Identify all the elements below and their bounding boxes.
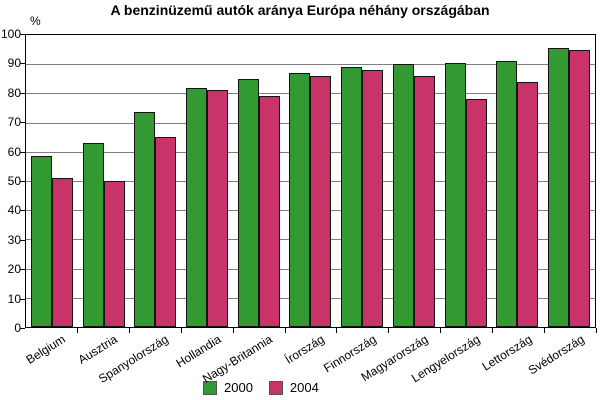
- bar-2004: [51, 178, 73, 327]
- bar-2000: [444, 62, 466, 327]
- y-axis-tick: [20, 122, 25, 123]
- bar-2004: [413, 75, 435, 327]
- bar-2000: [392, 64, 414, 327]
- x-category-label: Ausztria: [75, 332, 120, 367]
- legend-swatch-2004: [268, 380, 283, 395]
- y-tick-label: 40: [7, 203, 21, 217]
- x-axis-tick: [285, 328, 286, 333]
- category-group: [26, 35, 78, 327]
- y-axis-tick: [20, 63, 25, 64]
- bar-2000: [186, 87, 208, 327]
- category-group: [181, 35, 233, 327]
- y-tick-label: 0: [14, 321, 21, 335]
- y-axis-unit-label: %: [30, 14, 41, 28]
- y-tick-label: 30: [7, 233, 21, 247]
- legend: 2000 2004: [203, 380, 319, 395]
- y-axis-tick: [20, 152, 25, 153]
- category-group: [285, 35, 337, 327]
- category-group: [543, 35, 595, 327]
- x-category-label: Írország: [282, 332, 327, 367]
- y-axis-tick: [20, 34, 25, 35]
- bar-2004: [310, 75, 332, 327]
- category-group: [129, 35, 181, 327]
- x-axis-tick: [233, 328, 234, 333]
- x-axis-tick: [440, 328, 441, 333]
- bar-2000: [548, 48, 570, 327]
- category-group: [388, 35, 440, 327]
- bar-2004: [517, 81, 539, 327]
- bar-2000: [341, 67, 363, 327]
- y-axis-tick: [20, 210, 25, 211]
- x-axis-tick: [544, 328, 545, 333]
- y-axis-tick: [20, 299, 25, 300]
- x-axis-tick: [388, 328, 389, 333]
- y-tick-label: 60: [7, 145, 21, 159]
- y-axis-tick: [20, 240, 25, 241]
- bar-2004: [465, 99, 487, 327]
- y-axis-tick: [20, 93, 25, 94]
- plot-area: [25, 34, 596, 328]
- bar-2004: [362, 70, 384, 327]
- chart-title: A benzinüzemű autók aránya Európa néhány…: [110, 2, 490, 18]
- y-axis-tick: [20, 328, 25, 329]
- x-axis-tick: [181, 328, 182, 333]
- y-tick-label: 100: [0, 27, 21, 41]
- bar-2004: [155, 137, 177, 327]
- y-tick-label: 90: [7, 56, 21, 70]
- y-tick-label: 50: [7, 174, 21, 188]
- category-group: [440, 35, 492, 327]
- x-axis-tick: [77, 328, 78, 333]
- bar-2004: [258, 96, 280, 327]
- bar-2000: [237, 78, 259, 327]
- category-group: [336, 35, 388, 327]
- legend-swatch-2000: [203, 380, 217, 395]
- legend-label-2004: 2004: [289, 380, 319, 395]
- legend-entry-2004: 2004: [268, 380, 319, 395]
- bar-2004: [207, 90, 229, 327]
- x-axis-tick: [492, 328, 493, 333]
- bar-2000: [82, 143, 104, 327]
- bar-2004: [569, 49, 591, 327]
- x-category-label: Belgium: [23, 332, 68, 367]
- bar-2000: [134, 112, 156, 327]
- category-group: [78, 35, 130, 327]
- legend-label-2000: 2000: [224, 380, 253, 395]
- bar-2000: [496, 61, 518, 327]
- y-tick-label: 70: [7, 115, 21, 129]
- x-axis-tick: [596, 328, 597, 333]
- legend-entry-2000: 2000: [203, 380, 269, 395]
- bar-2000: [30, 156, 52, 327]
- y-axis-tick: [20, 181, 25, 182]
- y-tick-label: 10: [7, 292, 21, 306]
- x-category-label: Svédország: [525, 332, 587, 378]
- gridline: [26, 64, 595, 65]
- bar-2004: [103, 181, 125, 327]
- x-axis-tick: [336, 328, 337, 333]
- category-group: [233, 35, 285, 327]
- y-tick-label: 20: [7, 262, 21, 276]
- category-group: [492, 35, 544, 327]
- x-axis-tick: [129, 328, 130, 333]
- bar-2000: [289, 72, 311, 327]
- y-tick-label: 80: [7, 86, 21, 100]
- y-axis-tick: [20, 269, 25, 270]
